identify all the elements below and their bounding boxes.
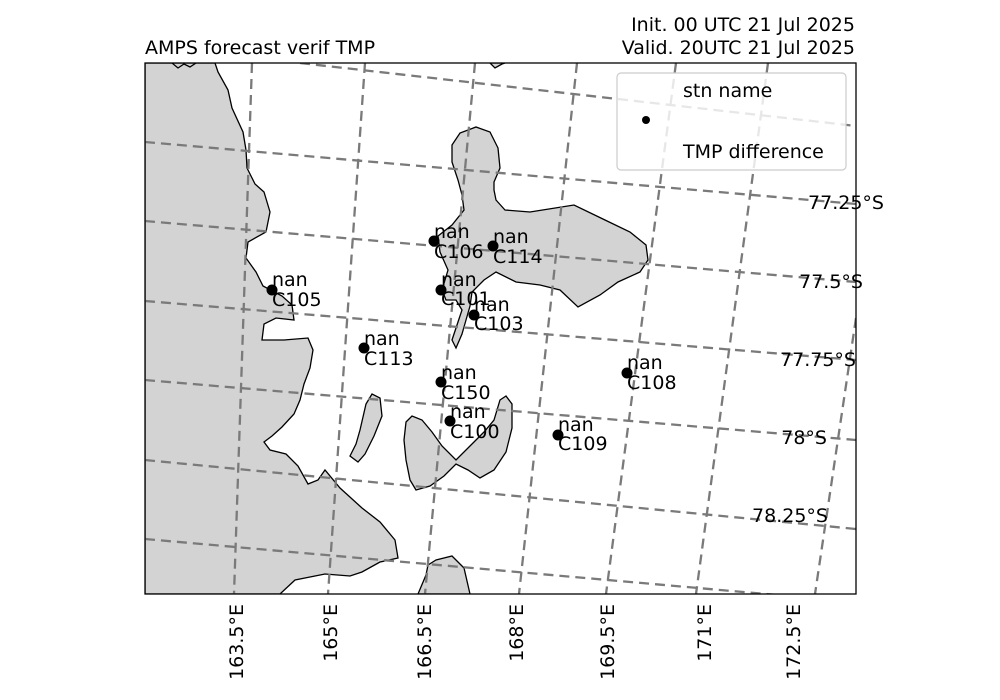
latitude-line (145, 140, 856, 206)
station-name: C101 (441, 288, 491, 310)
station-name: C100 (450, 421, 500, 443)
station-value: nan (434, 221, 470, 243)
station-c105: nan C105 (266, 269, 322, 311)
north-island-fragment (489, 63, 506, 69)
station-name: C106 (434, 241, 484, 263)
lon-label: 172.5°E (783, 604, 805, 680)
station-name: C105 (272, 289, 322, 311)
station-value: nan (364, 328, 400, 350)
latitude-labels: 77.25°S 77.5°S 77.75°S 78°S 78.25°S (752, 192, 884, 527)
station-marker (435, 284, 447, 296)
lon-label: 171°E (694, 604, 716, 662)
ross-island-main (437, 126, 649, 350)
lon-label: 169.5°E (597, 604, 619, 680)
station-marker (444, 415, 456, 427)
station-value: nan (627, 352, 663, 374)
map-frame (144, 62, 857, 595)
lat-label: 77.5°S (799, 271, 863, 293)
station-c114: nan C114 (487, 226, 543, 268)
station-name: C103 (474, 313, 524, 335)
station-value: nan (558, 414, 594, 436)
station-value: nan (441, 362, 477, 384)
station-c113: nan C113 (358, 328, 414, 370)
latitude-line (145, 537, 779, 594)
longitude-line (517, 63, 579, 594)
longitude-line (232, 63, 254, 594)
longitude-line (326, 63, 367, 594)
legend: stn name TMP difference (616, 72, 847, 171)
lon-label: 166.5°E (414, 604, 436, 680)
lon-label: 165°E (320, 604, 342, 662)
longitude-line (813, 317, 856, 594)
station-marker (266, 284, 278, 296)
north-coast-fragment (170, 63, 198, 69)
station-marker (428, 235, 440, 247)
station-name: C109 (558, 433, 608, 455)
station-value: nan (474, 294, 510, 316)
latitude-line (145, 299, 856, 362)
station-value: nan (272, 269, 308, 291)
ross-island-west-landmass (145, 63, 399, 594)
init-time-label: Init. 00 UTC 21 Jul 2025 (631, 14, 855, 36)
legend-box (616, 72, 847, 171)
station-c109: nan C109 (552, 414, 608, 455)
lat-label: 78.25°S (752, 505, 828, 527)
latitude-line (145, 458, 856, 531)
longitude-labels: 163.5°E 165°E 166.5°E 168°E 169.5°E 171°… (226, 604, 805, 680)
lat-label: 77.25°S (808, 192, 884, 214)
legend-marker (642, 116, 650, 124)
lon-label: 163.5°E (226, 604, 248, 680)
latitude-line (145, 219, 856, 284)
station-marker (435, 376, 447, 388)
station-c108: nan C108 (621, 352, 677, 394)
station-c106: nan C106 (428, 221, 484, 263)
stations-layer: nan C106 nan C114 nan C105 nan C101 nan (266, 221, 677, 455)
land-layer (145, 63, 649, 594)
station-c101: nan C101 (435, 269, 491, 310)
lat-label: 77.75°S (780, 349, 856, 371)
lon-label: 168°E (506, 604, 528, 662)
map-title: AMPS forecast verif TMP (145, 37, 375, 59)
peninsula-island (349, 393, 383, 463)
station-value: nan (450, 401, 486, 423)
station-c100: nan C100 (444, 401, 500, 443)
longitude-line (423, 63, 477, 594)
lat-label: 78°S (781, 427, 827, 449)
station-name: C108 (627, 372, 677, 394)
station-marker (552, 429, 564, 441)
station-c103: nan C103 (468, 294, 524, 335)
station-name: C114 (493, 246, 543, 268)
station-name: C113 (364, 348, 414, 370)
station-marker (468, 309, 480, 321)
station-marker (358, 342, 370, 354)
valid-time-label: Valid. 20UTC 21 Jul 2025 (622, 37, 855, 59)
station-value: nan (493, 226, 529, 248)
latitude-line (145, 378, 856, 442)
legend-title: stn name (683, 80, 772, 102)
white-island-black-island (403, 395, 513, 491)
station-marker (487, 240, 499, 252)
station-value: nan (441, 269, 477, 291)
legend-label: TMP difference (682, 141, 824, 163)
station-marker (621, 367, 633, 379)
station-c150: nan C150 (435, 362, 491, 404)
station-name: C150 (441, 382, 491, 404)
